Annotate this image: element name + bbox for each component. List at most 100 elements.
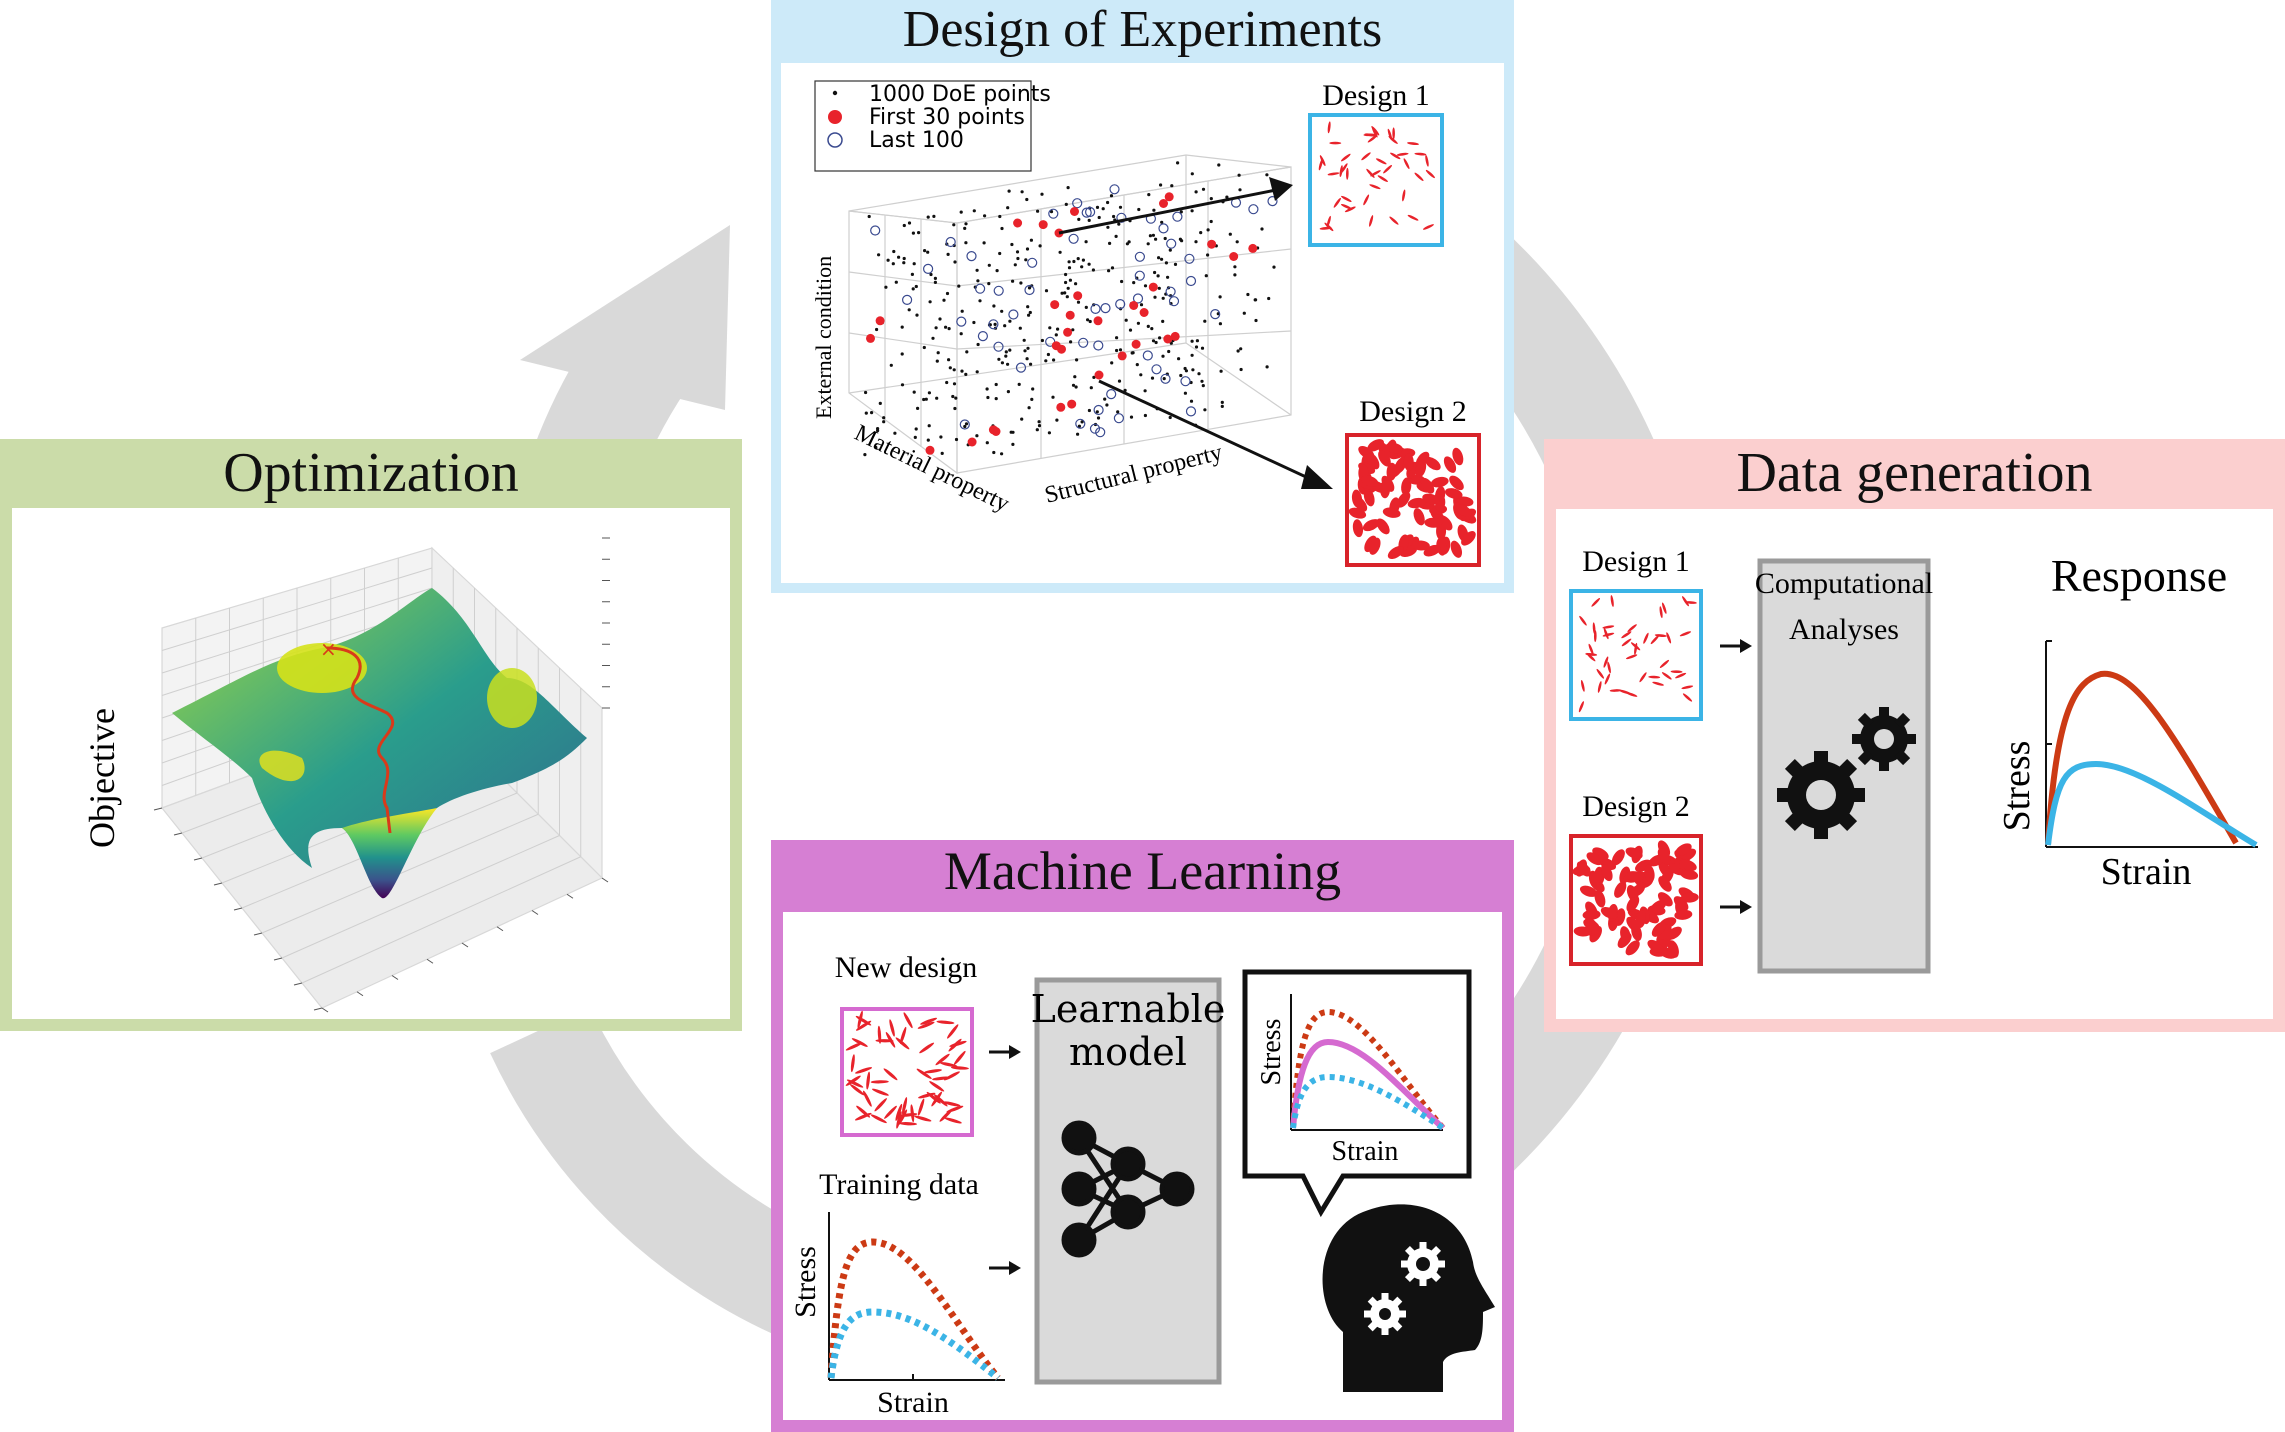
- doe-point: [964, 241, 968, 245]
- doe-point: [1088, 319, 1092, 324]
- doe-point: [1129, 415, 1134, 419]
- fiber: [1603, 627, 1609, 640]
- doe-point: [1220, 404, 1224, 408]
- tick: [496, 926, 504, 932]
- doe-point: [1206, 253, 1210, 257]
- fiber: [936, 1020, 955, 1025]
- doe-point: [1139, 373, 1143, 377]
- legend-label-first: First 30 points: [869, 105, 1025, 130]
- doe-point: [1081, 258, 1085, 262]
- fiber: [1407, 142, 1419, 146]
- fiber: [1647, 939, 1664, 953]
- arrow-right-icon: [1058, 177, 1333, 489]
- fiber: [1327, 121, 1331, 134]
- doe-point: [864, 411, 868, 415]
- doe-point: [938, 317, 942, 321]
- gear-tooth: [1364, 1310, 1374, 1318]
- doe-point: [994, 397, 998, 401]
- doe-point: [933, 280, 937, 284]
- doe-point: [1191, 368, 1195, 372]
- fiber: [1603, 656, 1609, 668]
- doe-point: [1011, 279, 1015, 283]
- fiber: [1590, 869, 1603, 887]
- legend-dot-icon: [832, 90, 838, 96]
- doe-point: [1109, 194, 1114, 198]
- doe-point: [1047, 431, 1051, 435]
- gear-tooth: [1381, 1293, 1389, 1303]
- doe-point: [1151, 339, 1156, 343]
- doe-point: [1000, 452, 1004, 456]
- doe-point: [976, 342, 980, 347]
- doe-point: [912, 262, 916, 266]
- fiber: [1361, 152, 1371, 161]
- doe-point: [1006, 206, 1010, 210]
- doe-point: [945, 380, 949, 385]
- doe-point: [946, 252, 950, 256]
- fiber: [1340, 153, 1351, 162]
- doe-last-point: [1015, 362, 1027, 373]
- doe-point: [1049, 210, 1054, 214]
- doe-point: [1087, 262, 1091, 266]
- doe-last-point: [1134, 251, 1145, 262]
- doe-point: [1143, 284, 1148, 288]
- doe-point: [1101, 207, 1105, 211]
- doe-last-point: [1068, 233, 1079, 244]
- fiber: [935, 1053, 950, 1066]
- fiber: [953, 1050, 966, 1065]
- doe-point: [1168, 415, 1172, 420]
- fiber: [1413, 508, 1425, 526]
- tick: [531, 910, 539, 915]
- doe-point: [931, 336, 935, 340]
- doe-last-point: [977, 331, 988, 342]
- doe-first-point: [1248, 243, 1258, 253]
- doe-point: [914, 284, 918, 289]
- fiber: [917, 1098, 925, 1116]
- fiber: [1444, 488, 1463, 499]
- doe-point: [1139, 303, 1144, 307]
- fiber: [1360, 475, 1379, 487]
- doe-last-point: [1090, 303, 1101, 314]
- doe-point: [897, 255, 901, 259]
- doe-design2-label: Design 2: [1359, 395, 1467, 428]
- doe-point: [1087, 408, 1091, 413]
- doe-point: [997, 357, 1001, 361]
- doe-point: [1201, 187, 1206, 191]
- doe-point: [1265, 365, 1269, 369]
- doe-point: [952, 382, 957, 386]
- doe-point: [1097, 215, 1101, 220]
- fiber: [1658, 876, 1672, 892]
- doe-point: [1086, 318, 1090, 322]
- doe-first-point: [875, 316, 885, 326]
- doe-last-point: [1100, 303, 1111, 314]
- doe-point: [1027, 313, 1031, 317]
- doe-point: [926, 250, 930, 254]
- doe-point: [1246, 292, 1250, 297]
- fiber: [1667, 940, 1679, 958]
- fiber: [1387, 546, 1404, 559]
- doe-point: [1067, 266, 1072, 270]
- doe-point: [1023, 349, 1027, 353]
- doe-first-point: [1148, 282, 1158, 292]
- fiber: [1601, 864, 1613, 882]
- doe-point: [1000, 361, 1004, 365]
- doe-last-point: [1095, 427, 1106, 438]
- doe-point: [1091, 268, 1095, 272]
- doe-last-point: [1027, 257, 1038, 268]
- doe-point: [1006, 362, 1010, 366]
- doe-last-point: [945, 236, 956, 248]
- doe-point: [1160, 257, 1164, 261]
- fiber: [1659, 606, 1663, 619]
- doe-point: [917, 231, 921, 235]
- tick: [601, 877, 609, 883]
- fiber: [855, 1067, 873, 1074]
- fiber: [1420, 477, 1435, 494]
- doe-point: [1066, 286, 1070, 290]
- fiber: [1661, 672, 1672, 680]
- doe-point: [1153, 295, 1157, 299]
- fiber: [1658, 924, 1672, 940]
- doe-point: [1237, 173, 1241, 177]
- doe-point: [1180, 239, 1184, 243]
- doe-point: [1025, 357, 1029, 361]
- fiber: [1670, 670, 1683, 673]
- doe-point: [1146, 324, 1150, 328]
